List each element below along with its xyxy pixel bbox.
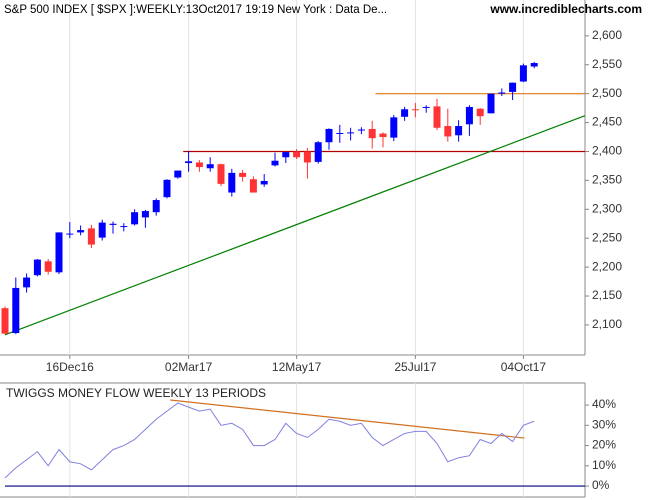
candle-body: [12, 287, 20, 334]
candle-body: [185, 161, 193, 164]
candle-body: [23, 277, 31, 288]
candle-body: [519, 65, 527, 82]
x-tick-label: 16Dec16: [46, 360, 94, 374]
plot-layer: 2,100 2,150 2,200 2,250 2,300 2,350 2,400 2,450…: [0, 0, 622, 498]
candle-body: [239, 172, 247, 177]
candle-body: [325, 128, 333, 143]
x-tick-label: 04Oct17: [501, 360, 547, 374]
indicator-line: [4, 402, 535, 479]
candle-body: [357, 129, 365, 131]
candle-body: [293, 151, 301, 158]
candle-body: [163, 179, 171, 198]
y-tick-label: 0%: [592, 478, 610, 492]
candle-body: [249, 179, 257, 193]
y-tick-label: 2,350: [592, 173, 622, 187]
candle-body: [498, 92, 506, 94]
trend-line: [170, 399, 525, 439]
candle-body: [152, 200, 160, 213]
candle-body: [174, 170, 182, 178]
candle-body: [303, 151, 311, 163]
candle-body: [347, 132, 355, 134]
candle-body: [411, 109, 419, 111]
candle-body: [44, 261, 52, 272]
y-tick-label: 10%: [592, 458, 616, 472]
y-tick-label: 2,400: [592, 144, 622, 158]
candle-body: [260, 180, 268, 185]
candle-body: [66, 233, 74, 235]
candle-body: [401, 109, 409, 117]
trend-line: [4, 115, 586, 336]
candle-body: [368, 128, 376, 139]
x-tick-label: 02Mar17: [165, 360, 213, 374]
candle-body: [271, 160, 279, 166]
candle-body: [206, 164, 214, 169]
source-label: www.incrediblecharts.com: [489, 2, 642, 16]
candle-body: [509, 82, 517, 92]
candle-body: [379, 133, 387, 138]
y-tick-label: 40%: [592, 397, 616, 411]
candle-body: [77, 230, 85, 233]
y-tick-label: 2,600: [592, 28, 622, 42]
y-tick-label: 2,200: [592, 259, 622, 273]
candle-body: [422, 106, 430, 108]
candle-body: [98, 222, 106, 238]
y-tick-label: 2,150: [592, 288, 622, 302]
candle-body: [530, 63, 538, 67]
panel-title: TWIGGS MONEY FLOW WEEKLY 13 PERIODS: [6, 386, 266, 400]
candle-body: [87, 228, 95, 245]
y-tick-label: 2,500: [592, 86, 622, 100]
candle-body: [444, 126, 452, 137]
candle-body: [1, 308, 9, 334]
candle-body: [487, 93, 495, 114]
y-tick-label: 2,300: [592, 201, 622, 215]
x-tick-label: 12May17: [272, 360, 322, 374]
candle-body: [282, 152, 290, 158]
candle-body: [476, 108, 484, 117]
candle-body: [314, 142, 322, 162]
candle-body: [131, 212, 139, 225]
chart-title: S&P 500 INDEX [ $SPX ]:WEEKLY:13Oct2017 …: [4, 4, 387, 16]
y-tick-label: 20%: [592, 438, 616, 452]
candle-body: [33, 259, 41, 276]
candle-body: [465, 106, 473, 125]
candle-body: [195, 162, 203, 168]
candle-body: [455, 126, 463, 136]
candle-body: [433, 106, 441, 128]
y-tick-label: 2,550: [592, 57, 622, 71]
y-tick-label: 30%: [592, 417, 616, 431]
candle-body: [336, 132, 344, 134]
y-tick-label: 2,250: [592, 230, 622, 244]
candle-body: [55, 232, 63, 273]
candle-body: [228, 172, 236, 193]
y-tick-label: 2,450: [592, 115, 622, 129]
y-tick-label: 2,100: [592, 317, 622, 331]
candle-body: [109, 223, 117, 225]
x-tick-label: 25Jul17: [394, 360, 436, 374]
candle-body: [217, 164, 225, 184]
candle-body: [141, 211, 149, 218]
candle-body: [120, 226, 128, 228]
candle-body: [390, 117, 398, 138]
